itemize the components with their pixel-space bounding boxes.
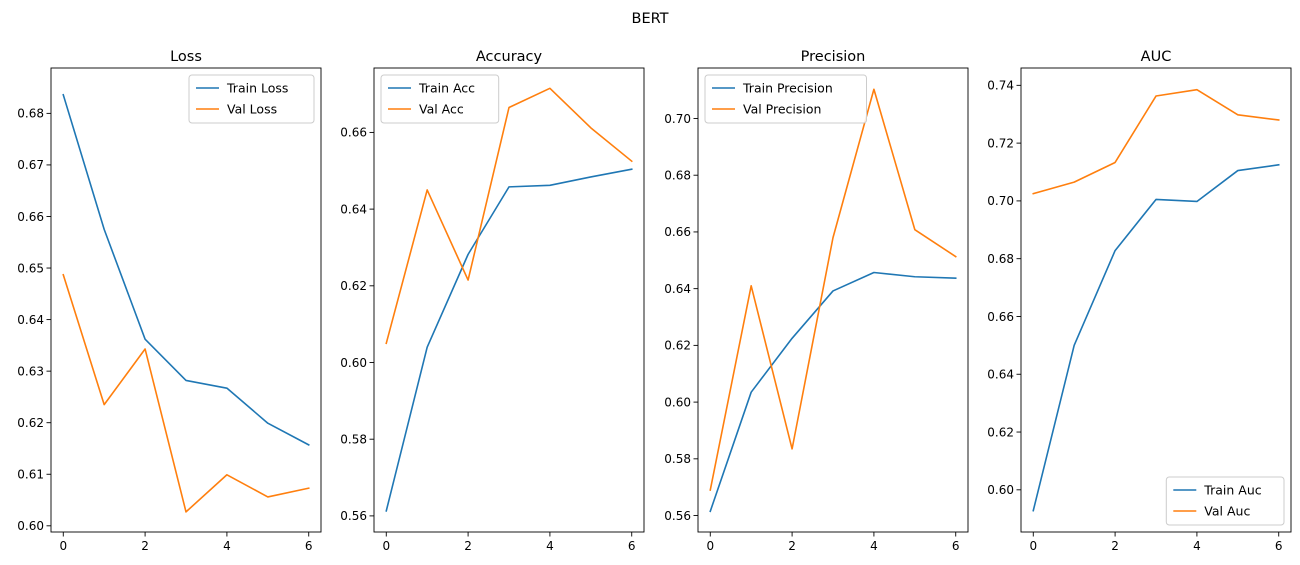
legend: Train Precision Val Precision bbox=[704, 74, 867, 124]
y-tick-label: 0.64 bbox=[664, 282, 691, 296]
y-tick-label: 0.68 bbox=[664, 169, 691, 183]
subplot-loss: Loss 0 2 4 6 0.60 0.61 0.62 0.63 0.64 0.65 0.66 0.67… bbox=[17, 49, 322, 553]
legend: Train Acc Val Acc bbox=[380, 74, 500, 124]
y-tick-label: 0.64 bbox=[340, 202, 367, 216]
y-tick-label: 0.62 bbox=[987, 425, 1014, 439]
y-tick-label: 0.56 bbox=[340, 509, 367, 523]
x-tick-label: 0 bbox=[706, 539, 714, 553]
y-tick-label: 0.64 bbox=[17, 313, 44, 327]
legend-entry-label: Val Auc bbox=[1204, 504, 1250, 519]
x-tick-label: 6 bbox=[628, 539, 636, 553]
legend-entry-label: Val Precision bbox=[743, 102, 821, 117]
x-tick-label: 6 bbox=[305, 539, 313, 553]
x-tick-label: 4 bbox=[1193, 539, 1201, 553]
x-tick-label: 4 bbox=[223, 539, 231, 553]
y-tick-label: 0.64 bbox=[987, 368, 1014, 382]
y-tick-label: 0.58 bbox=[664, 452, 691, 466]
figure-suptitle: BERT bbox=[632, 11, 669, 27]
legend: Train Loss Val Loss bbox=[188, 74, 315, 124]
y-tick-label: 0.68 bbox=[17, 107, 44, 121]
y-tick-label: 0.56 bbox=[664, 509, 691, 523]
y-tick-label: 0.68 bbox=[987, 252, 1014, 266]
subplot-title: Precision bbox=[801, 49, 866, 65]
y-tick-label: 0.62 bbox=[340, 279, 367, 293]
y-tick-label: 0.67 bbox=[17, 158, 44, 172]
y-tick-label: 0.60 bbox=[17, 519, 44, 533]
subplot-accuracy: Accuracy 0 2 4 6 0.56 0.58 0.60 0.62 0.64 0.66 Trai… bbox=[340, 49, 645, 553]
x-tick-label: 6 bbox=[1275, 539, 1283, 553]
y-tick-label: 0.70 bbox=[987, 194, 1014, 208]
series-line-val bbox=[385, 87, 633, 345]
y-tick-label: 0.62 bbox=[664, 339, 691, 353]
x-tick-label: 4 bbox=[546, 539, 554, 553]
subplot-title: Loss bbox=[170, 49, 202, 65]
legend-frame bbox=[1165, 476, 1285, 526]
legend-entry-label: Train Precision bbox=[742, 81, 833, 96]
y-tick-label: 0.62 bbox=[17, 416, 44, 430]
legend-frame bbox=[188, 74, 315, 124]
axes-frame bbox=[697, 67, 969, 533]
x-tick-label: 2 bbox=[464, 539, 472, 553]
y-tick-label: 0.66 bbox=[340, 126, 367, 140]
x-tick-label: 6 bbox=[952, 539, 960, 553]
subplot-auc: AUC 0 2 4 6 0.60 0.62 0.64 0.66 0.68 0.70 0.72 0.74 T… bbox=[987, 49, 1292, 553]
legend-entry-label: Train Acc bbox=[418, 81, 475, 96]
series-line-train bbox=[385, 168, 633, 512]
legend-entry-label: Train Loss bbox=[226, 81, 288, 96]
series-line-val bbox=[709, 88, 957, 491]
y-tick-label: 0.60 bbox=[340, 356, 367, 370]
y-tick-label: 0.58 bbox=[340, 433, 367, 447]
legend-frame bbox=[704, 74, 867, 124]
y-tick-label: 0.74 bbox=[987, 79, 1014, 93]
series-line-train bbox=[709, 271, 957, 513]
y-tick-label: 0.66 bbox=[664, 225, 691, 239]
y-tick-label: 0.63 bbox=[17, 364, 44, 378]
y-tick-label: 0.66 bbox=[17, 210, 44, 224]
series-line-val bbox=[1032, 88, 1280, 195]
x-tick-label: 0 bbox=[1029, 539, 1037, 553]
y-tick-label: 0.61 bbox=[17, 468, 44, 482]
x-tick-label: 0 bbox=[59, 539, 67, 553]
x-tick-label: 2 bbox=[1111, 539, 1119, 553]
series-line-val bbox=[62, 273, 310, 513]
legend-entry-label: Train Auc bbox=[1203, 483, 1261, 498]
y-tick-label: 0.72 bbox=[987, 136, 1014, 150]
legend-entry-label: Val Loss bbox=[227, 102, 277, 117]
x-tick-label: 2 bbox=[788, 539, 796, 553]
y-tick-label: 0.70 bbox=[664, 112, 691, 126]
axes-frame bbox=[1020, 67, 1292, 533]
legend: Train Auc Val Auc bbox=[1165, 476, 1285, 526]
subplot-title: AUC bbox=[1141, 49, 1172, 65]
subplot-title: Accuracy bbox=[476, 49, 543, 65]
axes-frame bbox=[373, 67, 645, 533]
series-line-train bbox=[1032, 163, 1280, 512]
y-tick-label: 0.65 bbox=[17, 261, 44, 275]
legend-frame bbox=[380, 74, 500, 124]
legend-entry-label: Val Acc bbox=[419, 102, 464, 117]
y-tick-label: 0.60 bbox=[987, 483, 1014, 497]
y-tick-label: 0.66 bbox=[987, 310, 1014, 324]
axes-frame bbox=[50, 67, 322, 533]
x-tick-label: 2 bbox=[141, 539, 149, 553]
x-tick-label: 0 bbox=[382, 539, 390, 553]
subplot-precision: Precision 0 2 4 6 0.56 0.58 0.60 0.62 0.64 0.66 0.6… bbox=[664, 49, 969, 553]
y-tick-label: 0.60 bbox=[664, 395, 691, 409]
series-line-train bbox=[62, 93, 310, 446]
x-tick-label: 4 bbox=[870, 539, 878, 553]
